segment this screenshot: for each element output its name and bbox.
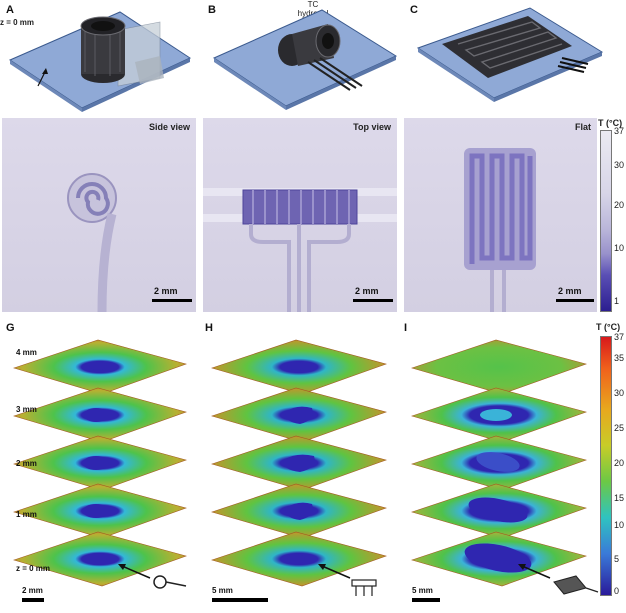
cb-bottom-tick-5: 15	[614, 493, 625, 503]
caption-side-view: Side view	[148, 122, 190, 132]
scalebar-h	[212, 598, 268, 602]
top-view-coil-graphic	[203, 188, 397, 312]
panel-c-illustration	[416, 7, 604, 102]
cb-bottom-tick-4: 20	[614, 458, 625, 468]
stack-i	[410, 339, 599, 595]
photo-top-view: Top view 2 mm	[203, 118, 397, 312]
stack-g	[12, 339, 187, 589]
colorbar-top	[600, 130, 612, 312]
scalebar-i	[412, 598, 440, 602]
scalebar-e-label: 2 mm	[355, 286, 379, 296]
z-arrow	[37, 68, 48, 87]
scalebar-d	[152, 299, 192, 302]
scalebar-f-label: 2 mm	[558, 286, 582, 296]
photo-flat: Flat 2 mm	[404, 118, 597, 312]
layer-label-g-3: 1 mm	[16, 510, 37, 519]
panel-label-c: C	[410, 4, 418, 16]
panel-label-b: B	[208, 4, 216, 16]
cb-bottom-tick-8: 0	[614, 586, 620, 596]
panel-b-illustration	[212, 9, 398, 110]
colorbar-bottom-title: T (°C)	[596, 322, 621, 332]
cb-bottom-tick-2: 30	[614, 388, 625, 398]
panel-label-g: G	[6, 322, 15, 334]
stack-h	[210, 339, 388, 596]
scalebar-d-label: 2 mm	[154, 286, 178, 296]
cb-bottom-tick-6: 10	[614, 520, 625, 530]
panel-label-i: I	[404, 322, 408, 334]
layer-label-g-2: 2 mm	[16, 459, 37, 468]
panel-label-h: H	[205, 322, 213, 334]
scalebar-i-label: 5 mm	[412, 586, 433, 595]
colorbar-top-title: T (°C)	[598, 118, 623, 128]
panel-label-a: A	[6, 4, 14, 16]
panel-a-illustration	[8, 11, 192, 112]
cb-top-tick-4: 1	[614, 296, 620, 306]
cb-bottom-tick-3: 25	[614, 423, 625, 433]
caption-flat: Flat	[574, 122, 591, 132]
tc-label-line1: TC	[307, 0, 319, 9]
layer-label-g-4: z = 0 mm	[16, 564, 51, 573]
cb-top-tick-3: 10	[614, 243, 625, 253]
colorbar-bottom	[600, 336, 612, 596]
scalebar-g-label: 2 mm	[22, 586, 43, 595]
cb-bottom-tick-7: 5	[614, 554, 620, 564]
scalebar-h-label: 5 mm	[212, 586, 233, 595]
cb-top-tick-2: 20	[614, 200, 625, 210]
flat-serpentine-graphic	[464, 148, 536, 312]
cb-bottom-tick-1: 35	[614, 353, 625, 363]
photo-side-view: Side view 2 mm	[2, 118, 196, 313]
cb-top-tick-1: 30	[614, 160, 625, 170]
side-view-coil-graphic	[67, 173, 117, 313]
scalebar-e	[353, 299, 393, 302]
cb-top-tick-0: 37	[614, 126, 625, 136]
layer-label-g-0: 4 mm	[16, 348, 37, 357]
z-zero-label: z = 0 mm	[0, 18, 35, 27]
scalebar-g	[22, 598, 44, 602]
cb-bottom-tick-0: 37	[614, 332, 625, 342]
caption-top-view: Top view	[353, 122, 391, 132]
scalebar-f	[556, 299, 594, 302]
layer-label-g-1: 3 mm	[16, 405, 37, 414]
